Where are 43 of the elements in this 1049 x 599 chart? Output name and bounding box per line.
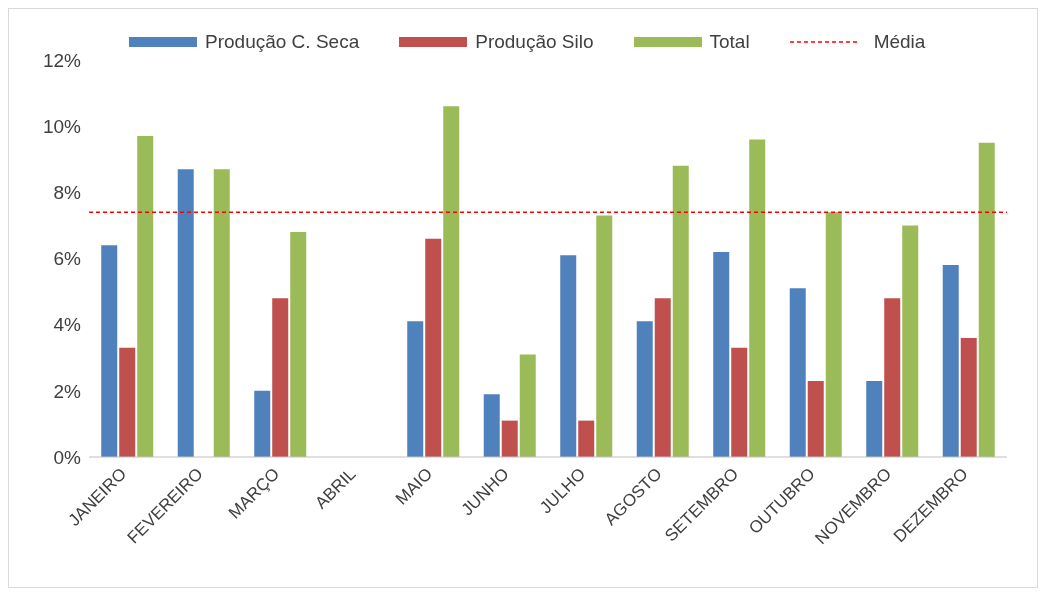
bar: [272, 298, 289, 457]
bar: [789, 288, 806, 457]
bar: [596, 215, 613, 457]
bar: [443, 106, 460, 457]
legend-label: Produção Silo: [475, 31, 594, 53]
bar: [137, 136, 154, 457]
legend-label: Produção C. Seca: [205, 31, 360, 53]
bar: [213, 169, 230, 457]
y-tick-label: 12%: [42, 49, 82, 71]
y-tick-label: 6%: [53, 248, 82, 270]
bar: [866, 380, 883, 457]
bar: [501, 420, 518, 457]
bar: [672, 165, 689, 457]
y-tick-label: 2%: [53, 380, 82, 402]
bar: [407, 321, 424, 457]
y-tick-label: 10%: [42, 115, 82, 137]
bar: [578, 420, 595, 457]
bar: [731, 347, 748, 457]
legend-label: Total: [709, 31, 750, 53]
bar: [290, 232, 307, 457]
bar: [825, 212, 842, 457]
bar: [519, 354, 536, 457]
bar: [101, 245, 118, 457]
legend-label: Média: [873, 31, 926, 53]
y-tick-label: 0%: [53, 446, 82, 468]
bar: [177, 169, 194, 457]
bar: [560, 255, 577, 457]
bar: [654, 298, 671, 457]
bar: [425, 238, 442, 457]
bar: [960, 337, 977, 457]
bar: [902, 225, 919, 457]
bar: [942, 265, 959, 457]
bar: [749, 139, 766, 457]
bar: [254, 390, 271, 457]
bar: [884, 298, 901, 457]
bar: [636, 321, 653, 457]
y-tick-label: 8%: [53, 182, 82, 204]
bar: [713, 251, 730, 457]
bar: [978, 142, 995, 457]
bar: [119, 347, 136, 457]
bar: [807, 380, 824, 457]
bar: [483, 394, 500, 457]
y-tick-label: 4%: [53, 314, 82, 336]
